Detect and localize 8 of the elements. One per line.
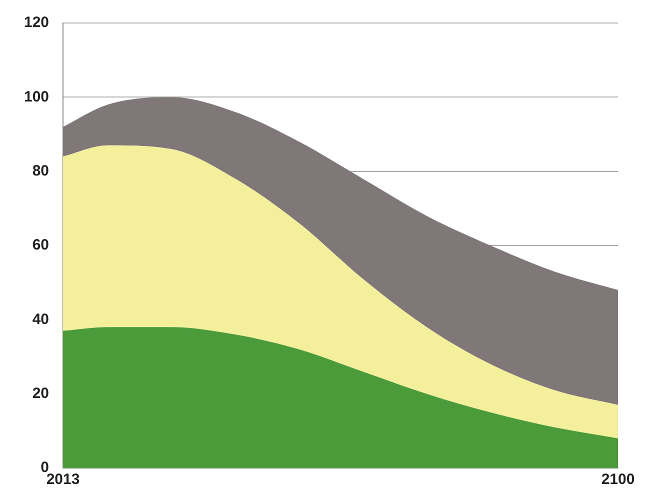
y-tick-label: 80 — [32, 162, 50, 180]
y-tick-label: 40 — [32, 310, 50, 328]
y-tick-label: 20 — [32, 384, 50, 402]
x-tick-label: 2100 — [601, 471, 635, 488]
y-tick-label: 60 — [32, 236, 50, 254]
y-tick-label: 100 — [24, 88, 50, 106]
x-tick-label: 2013 — [46, 471, 80, 488]
y-tick-label: 120 — [24, 14, 50, 32]
